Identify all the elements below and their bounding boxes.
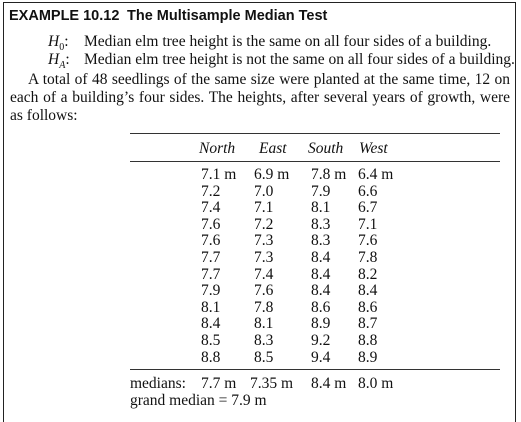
table-cell: 7.9: [201, 282, 221, 300]
table-cell: 7.7: [201, 248, 221, 266]
table-cell: 7.4: [201, 199, 221, 217]
table-cell: 8.4: [311, 265, 331, 283]
example-number: EXAMPLE 10.12: [9, 8, 120, 24]
table-cell: 7.6: [254, 282, 274, 300]
alternative-hypothesis-text: Median elm tree height is not the same o…: [84, 51, 515, 68]
median-east: 7.35 m: [250, 375, 294, 392]
table-cell: 8.5: [254, 348, 274, 366]
column-header-north: North: [199, 140, 236, 157]
median-west: 8.0 m: [358, 375, 394, 392]
table-cell: 7.8: [254, 298, 274, 316]
table-cell: 8.4: [311, 248, 331, 266]
table-cell: 6.9 m: [254, 166, 290, 183]
table-cell: 7.3: [254, 248, 274, 266]
grand-median: grand median = 7.9 m: [130, 392, 267, 409]
table-cell: 8.2: [358, 265, 378, 283]
example-header: EXAMPLE 10.12 The Multisample Median Test: [9, 8, 327, 24]
table-header-rule: [130, 161, 500, 162]
table-cell: 7.9: [311, 182, 331, 200]
table-cell: 8.4: [358, 282, 378, 300]
column-header-east: East: [259, 140, 287, 157]
table-cell: 6.6: [358, 182, 378, 200]
table-cell: 8.3: [254, 331, 274, 349]
table-cell: 9.2: [311, 331, 331, 349]
column-header-south: South: [308, 140, 344, 157]
table-cell: 8.6: [311, 298, 331, 316]
table-cell: 7.3: [254, 232, 274, 250]
example-title: The Multisample Median Test: [127, 8, 328, 24]
alternative-hypothesis: HA: Median elm tree height is not the sam…: [48, 51, 515, 71]
column-north-values: 7.1 m 7.2 7.4 7.6 7.6 7.7 7.7 7.9 8.1 8.…: [201, 166, 237, 366]
column-east-values: 6.9 m 7.0 7.1 7.2 7.3 7.3 7.4 7.6 7.8 8.…: [254, 166, 290, 366]
example-box: [3, 2, 516, 422]
table-cell: 8.8: [358, 331, 378, 349]
table-cell: 7.1: [358, 215, 378, 233]
description-paragraph: A total of 48 seedlings of the same size…: [10, 71, 510, 124]
table-cell: 8.6: [358, 298, 378, 316]
table-cell: 8.1: [201, 298, 221, 316]
table-cell: 7.7: [201, 265, 221, 283]
table-cell: 8.3: [311, 215, 331, 233]
table-cell: 7.8: [358, 248, 378, 266]
table-cell: 8.4: [201, 315, 221, 333]
table-cell: 7.6: [358, 232, 378, 250]
table-cell: 7.1: [254, 199, 274, 217]
null-hypothesis-symbol: H0:: [48, 33, 69, 54]
medians-label: medians:: [130, 375, 186, 392]
table-cell: 8.4: [311, 282, 331, 300]
column-south-values: 7.8 m 7.9 8.1 8.3 8.3 8.4 8.4 8.4 8.6 8.…: [311, 166, 347, 366]
table-cell: 8.7: [358, 315, 378, 333]
table-cell: 6.7: [358, 199, 378, 217]
table-cell: 8.8: [201, 348, 221, 366]
null-hypothesis-text: Median elm tree height is the same on al…: [84, 33, 492, 50]
table-cell: 7.8 m: [311, 166, 347, 183]
table-cell: 9.4: [311, 348, 331, 366]
table-cell: 8.9: [311, 315, 331, 333]
table-cell: 7.4: [254, 265, 274, 283]
column-header-west: West: [359, 140, 388, 157]
null-hypothesis: H0: Median elm tree height is the same on…: [48, 33, 491, 53]
table-cell: 7.0: [254, 182, 274, 200]
table-top-rule: [130, 133, 500, 134]
table-cell: 8.3: [311, 232, 331, 250]
table-cell: 8.1: [254, 315, 274, 333]
table-cell: 7.2: [254, 215, 274, 233]
table-cell: 7.2: [201, 182, 221, 200]
table-cell: 7.1 m: [201, 166, 237, 183]
alternative-hypothesis-symbol: HA:: [48, 51, 70, 72]
table-cell: 7.6: [201, 215, 221, 233]
table-bottom-rule: [130, 369, 500, 370]
table-cell: 6.4 m: [358, 166, 394, 183]
median-south: 8.4 m: [311, 375, 347, 392]
table-cell: 8.9: [358, 348, 378, 366]
median-north: 7.7 m: [201, 375, 237, 392]
table-cell: 7.6: [201, 232, 221, 250]
table-cell: 8.5: [201, 331, 221, 349]
column-west-values: 6.4 m 6.6 6.7 7.1 7.6 7.8 8.2 8.4 8.6 8.…: [358, 166, 394, 366]
table-cell: 8.1: [311, 199, 331, 217]
